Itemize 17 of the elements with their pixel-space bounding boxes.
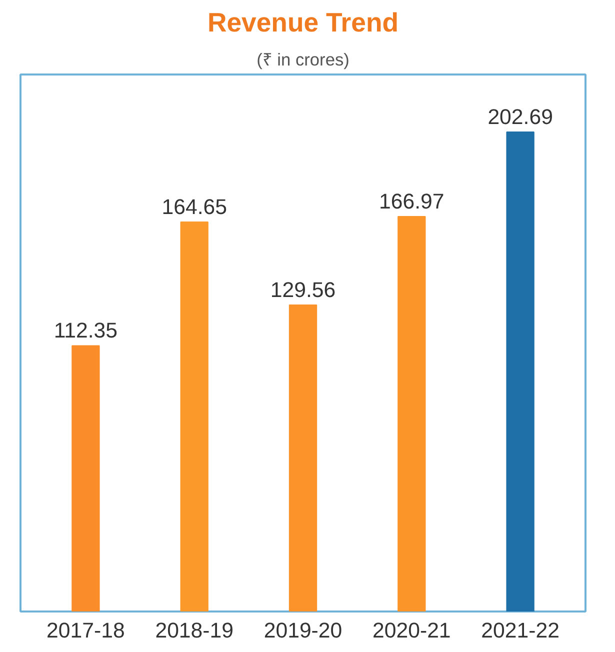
bar bbox=[506, 132, 534, 612]
x-tick-label: 2020-21 bbox=[372, 618, 451, 642]
bar bbox=[72, 345, 100, 612]
x-tick-label: 2019-20 bbox=[264, 618, 342, 642]
x-tick-label: 2018-19 bbox=[155, 618, 234, 642]
data-label: 129.56 bbox=[270, 278, 336, 302]
bar bbox=[398, 216, 426, 612]
bar bbox=[180, 222, 208, 612]
data-label: 202.69 bbox=[488, 105, 553, 130]
chart-subtitle: (₹ in crores) bbox=[256, 50, 350, 70]
chart-title: Revenue Trend bbox=[207, 8, 399, 38]
bar bbox=[288, 304, 318, 612]
data-label: 112.35 bbox=[54, 318, 118, 343]
x-tick-label: 2021-22 bbox=[481, 618, 560, 642]
data-label: 166.97 bbox=[379, 190, 444, 214]
x-tick-label: 2017-18 bbox=[46, 618, 125, 642]
data-label: 164.65 bbox=[162, 195, 227, 220]
